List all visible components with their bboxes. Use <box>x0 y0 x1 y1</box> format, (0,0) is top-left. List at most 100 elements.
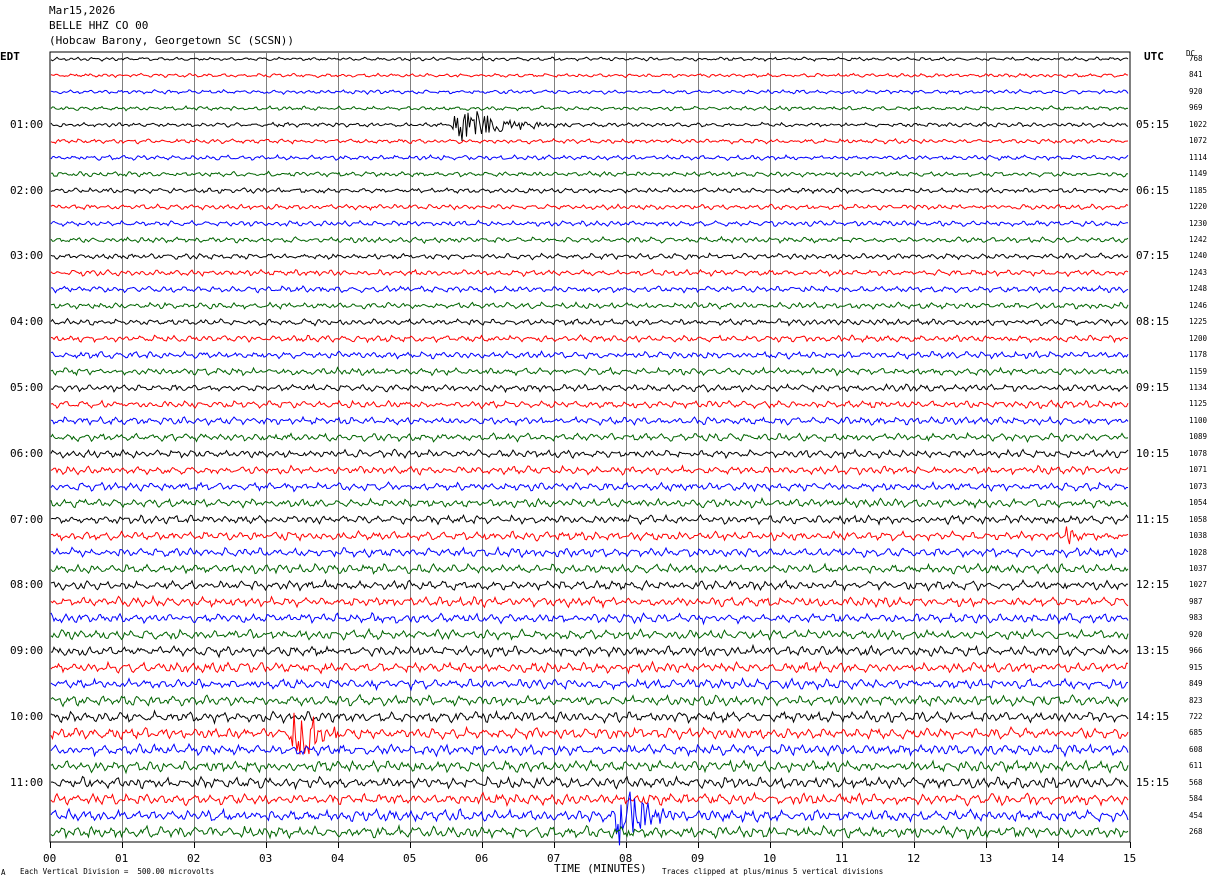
trace-31 <box>50 562 1129 575</box>
x-tick-label: 01 <box>115 852 129 865</box>
right-time-label: 11:15 <box>1136 513 1170 526</box>
x-tick-label: 02 <box>187 852 201 865</box>
trace-34 <box>50 611 1129 626</box>
dc-offset-label: 1134 <box>1189 383 1208 392</box>
dc-offset-label: 1200 <box>1189 334 1208 343</box>
dc-offset-label: 268 <box>1189 827 1203 836</box>
dc-offset-label: 1058 <box>1189 515 1208 524</box>
trace-18 <box>50 350 1129 360</box>
dc-offset-label: 1243 <box>1189 268 1208 277</box>
left-time-label: 01:00 <box>10 118 44 131</box>
trace-23 <box>50 431 1129 444</box>
dc-offset-label: 1078 <box>1189 449 1208 458</box>
x-tick-label: 06 <box>475 852 489 865</box>
x-tick-label: 13 <box>979 852 993 865</box>
trace-20 <box>50 383 1129 394</box>
dc-offset-label: 1022 <box>1189 120 1208 129</box>
dc-offset-label: 920 <box>1189 87 1203 96</box>
dc-offset-label: 1159 <box>1189 367 1208 376</box>
dc-offset-label: 608 <box>1189 745 1203 754</box>
dc-offset-label: 1028 <box>1189 548 1208 557</box>
right-time-label: 05:15 <box>1136 118 1170 131</box>
dc-offset-label: 1178 <box>1189 350 1208 359</box>
trace-37 <box>50 660 1129 675</box>
trace-24 <box>50 448 1129 460</box>
right-timezone-label: UTC <box>1144 50 1164 63</box>
x-tick-label: 00 <box>43 852 57 865</box>
trace-32 <box>50 578 1129 592</box>
left-time-label: 11:00 <box>10 776 44 789</box>
dc-offset-label: 685 <box>1189 728 1203 737</box>
trace-25 <box>50 464 1129 476</box>
trace-42 <box>50 742 1129 758</box>
dc-offset-label: 841 <box>1189 70 1203 79</box>
corner-mark: A <box>1 868 6 877</box>
x-tick-label: 08 <box>619 852 633 865</box>
x-tick-label: 12 <box>907 852 921 865</box>
dc-offset-label: 1071 <box>1189 465 1208 474</box>
x-tick-label: 05 <box>403 852 417 865</box>
x-tick-label: 10 <box>763 852 777 865</box>
trace-45 <box>50 791 1129 807</box>
x-tick-label: 11 <box>835 852 849 865</box>
dc-offset-label: 1149 <box>1189 169 1208 178</box>
trace-44 <box>50 775 1129 791</box>
dc-offset-label: 1185 <box>1189 186 1208 195</box>
x-tick-label: 07 <box>547 852 561 865</box>
dc-offset-label: 969 <box>1189 103 1203 112</box>
header-date: Mar15,2026 <box>49 4 116 17</box>
left-time-label: 03:00 <box>10 249 44 262</box>
left-time-label: 08:00 <box>10 578 44 591</box>
right-time-label: 14:15 <box>1136 710 1170 723</box>
header-station: BELLE HHZ CO 00 <box>49 19 149 32</box>
dc-offset-label: 1072 <box>1189 136 1208 145</box>
trace-22 <box>50 415 1129 427</box>
dc-offset-label: 1038 <box>1189 531 1208 540</box>
dc-offset-label: 1220 <box>1189 202 1208 211</box>
right-time-label: 12:15 <box>1136 578 1170 591</box>
trace-27 <box>50 496 1129 510</box>
left-time-label: 06:00 <box>10 447 44 460</box>
left-time-label: 05:00 <box>10 381 44 394</box>
dc-offset-label: 983 <box>1189 613 1203 622</box>
dc-offset-label: 584 <box>1189 794 1203 803</box>
dc-offset-label: 768 <box>1189 54 1203 63</box>
trace-11 <box>50 235 1129 245</box>
left-time-label: 09:00 <box>10 644 44 657</box>
dc-offset-label: 1248 <box>1189 284 1208 293</box>
trace-2 <box>50 88 1129 95</box>
dc-offset-label: 1230 <box>1189 219 1208 228</box>
trace-0 <box>50 56 1129 62</box>
trace-5 <box>50 137 1129 145</box>
trace-38 <box>50 677 1129 692</box>
trace-17 <box>50 334 1129 344</box>
x-axis-label: TIME (MINUTES) <box>554 862 647 875</box>
right-time-label: 06:15 <box>1136 184 1170 197</box>
trace-46 <box>50 791 1129 846</box>
dc-offset-label: 1027 <box>1189 580 1208 589</box>
trace-3 <box>50 105 1129 112</box>
dc-offset-label: 1073 <box>1189 482 1208 491</box>
plot-frame <box>49 51 1131 843</box>
dc-offset-label: 1242 <box>1189 235 1208 244</box>
trace-15 <box>50 301 1129 310</box>
trace-4 <box>50 111 1129 142</box>
left-timezone-label: EDT <box>0 50 20 63</box>
trace-10 <box>50 219 1129 228</box>
trace-26 <box>50 480 1129 493</box>
trace-7 <box>50 170 1129 178</box>
right-time-label: 09:15 <box>1136 381 1170 394</box>
dc-offset-label: 849 <box>1189 679 1203 688</box>
right-time-label: 10:15 <box>1136 447 1170 460</box>
left-time-label: 07:00 <box>10 513 44 526</box>
left-time-label: 10:00 <box>10 710 44 723</box>
trace-29 <box>50 526 1129 545</box>
clip-note: Traces clipped at plus/minus 5 vertical … <box>662 867 884 876</box>
trace-13 <box>50 268 1129 278</box>
trace-28 <box>50 513 1129 526</box>
x-tick-label: 03 <box>259 852 273 865</box>
dc-offset-label: 611 <box>1189 761 1203 770</box>
trace-35 <box>50 627 1129 641</box>
trace-39 <box>50 693 1129 708</box>
